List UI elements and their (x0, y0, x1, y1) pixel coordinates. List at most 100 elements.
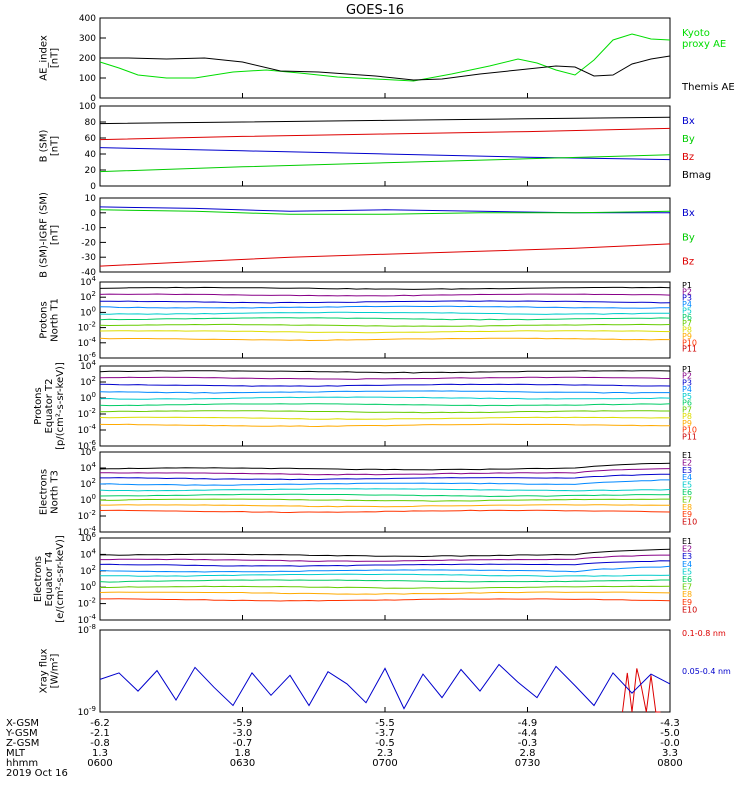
y-tick-label: 102 (80, 564, 96, 577)
y-axis-label: Protons (33, 387, 44, 424)
series-line (99, 663, 671, 710)
axis-row-value: -0.7 (233, 738, 253, 749)
legend-label: E8 (682, 503, 692, 512)
y-tick-label: 102 (80, 375, 96, 388)
y-tick-label: -40 (81, 268, 96, 278)
y-tick-label: 40 (85, 150, 97, 160)
y-axis-label: [nT] (50, 48, 61, 68)
y-tick-label: 10-4 (78, 423, 97, 436)
axis-row-value: -2.1 (90, 728, 110, 739)
legend-label: E5 (682, 481, 692, 490)
y-tick-label: 104 (80, 275, 96, 288)
y-tick-label: 80 (85, 118, 97, 128)
y-tick-label: 0 (90, 209, 96, 219)
y-axis-label: [nT] (50, 136, 61, 156)
y-tick-label: 100 (80, 493, 96, 506)
y-axis-label: Xray flux (39, 649, 50, 694)
legend-label: P8 (682, 326, 692, 335)
y-axis-label: North T1 (50, 298, 61, 342)
panel-frame (99, 197, 671, 273)
series-line-p9 (99, 423, 671, 428)
legend-label: P2 (682, 287, 692, 296)
legend-label: P1 (682, 281, 692, 290)
panel-7: 106 104 102 100 10-2 10-4 Electrons Equator T4[… (33, 531, 697, 626)
y-tick-label: 0 (90, 94, 96, 104)
series-line (99, 206, 670, 214)
y-axis-label: [nT] (50, 225, 61, 245)
legend-label: E3 (682, 466, 692, 475)
series-line (99, 154, 671, 173)
y-tick-label: 106 (80, 445, 96, 458)
y-axis-label: Electrons (39, 469, 50, 515)
legend-label: 0.05-0.4 nm (682, 667, 731, 676)
legend-label: P10 (682, 338, 697, 347)
series-line-e2 (100, 468, 671, 476)
legend-label: P6 (682, 313, 692, 322)
axis-row-value: -0.5 (375, 738, 395, 749)
legend-label: E9 (682, 510, 692, 519)
y-tick-label: 10-4 (78, 336, 97, 349)
y-tick-label: 400 (79, 14, 96, 24)
y-tick-label: 100 (79, 74, 96, 84)
legend-label: P10 (682, 426, 697, 435)
panel-2: 0 20 40 60 80 100 B (SM) [nT] Bx By Bz Bmag (39, 102, 712, 192)
series-line-e6 (99, 579, 670, 583)
panel-frame (99, 281, 671, 359)
axis-row-value: -5.0 (660, 728, 680, 739)
legend-label: P7 (682, 405, 692, 414)
panel-5: 104 102 100 10-2 10-4 10-6 Protons Equator T2 [p… (33, 359, 697, 452)
series-line (99, 209, 671, 215)
axis-row-value: -3.7 (375, 728, 395, 739)
y-axis-label: [W/m²] (50, 653, 61, 688)
series-line-p6 (99, 317, 671, 321)
date-label: 2019 Oct 16 (6, 768, 68, 779)
series-line-p3 (99, 383, 671, 387)
series-line-p2 (99, 376, 671, 380)
y-tick-label: 300 (79, 34, 96, 44)
y-tick-label: 104 (80, 461, 96, 474)
y-tick-label: 10-9 (78, 705, 96, 718)
series-line (99, 116, 671, 125)
y-tick-label: 106 (80, 531, 96, 544)
panel-4: 104 102 100 10-2 10-4 10-6 Protons North T1 P1P2… (39, 275, 698, 364)
legend-label: P5 (682, 392, 692, 401)
legend-label: E8 (682, 590, 692, 599)
axis-row-value: 2.3 (377, 748, 393, 759)
series-line-p1 (99, 286, 671, 290)
legend-label: 0.1-0.8 nm (682, 629, 726, 638)
legend-label: P9 (682, 332, 692, 341)
y-tick-label: 102 (80, 290, 96, 303)
legend-label: proxy AE (682, 39, 726, 50)
y-axis-label: Protons (39, 301, 50, 338)
axis-row-value: -0.3 (518, 738, 538, 749)
series-line-e8 (99, 591, 671, 595)
axis-row-value: 0730 (515, 758, 540, 769)
y-tick-label: 10-2 (78, 321, 96, 334)
series-line-e5 (99, 488, 671, 492)
y-tick-label: 10-4 (78, 525, 97, 538)
y-tick-label: -20 (81, 238, 96, 248)
legend-label: E2 (682, 458, 692, 467)
legend-label: P11 (682, 432, 697, 441)
legend-label: Themis AE (681, 82, 735, 93)
axis-row-value: 0700 (372, 758, 397, 769)
series-line-e3 (100, 473, 670, 481)
axis-row-value: -5.5 (375, 718, 395, 729)
legend-label: P6 (682, 399, 692, 408)
panel-frame (99, 537, 671, 621)
y-tick-label: 10-2 (78, 509, 96, 522)
series-line-p8 (99, 330, 671, 334)
series-line-e1 (100, 548, 671, 558)
legend-label: P2 (682, 372, 692, 381)
legend-label: P3 (682, 378, 692, 387)
legend-label: E6 (682, 575, 692, 584)
y-tick-label: 100 (80, 305, 96, 318)
legend-label: By (682, 232, 695, 243)
series-line-e2 (100, 554, 670, 562)
y-axis-label: North T3 (50, 470, 61, 514)
legend-label: E10 (682, 518, 697, 527)
axis-row-value: 1.8 (235, 748, 251, 759)
axis-row-value: -4.3 (660, 718, 680, 729)
